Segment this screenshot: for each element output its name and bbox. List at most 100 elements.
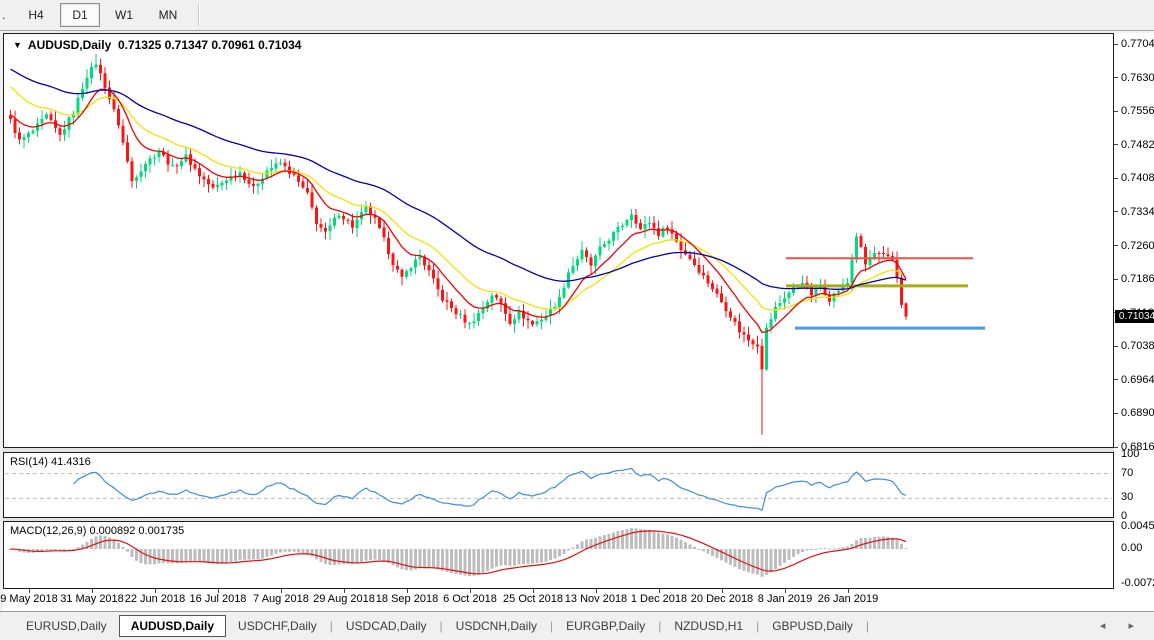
rsi-axis-label: 0	[1121, 510, 1128, 522]
timeframe-button-mn[interactable]: MN	[158, 8, 178, 22]
date-axis-tick	[407, 589, 408, 593]
date-axis-label: 22 Jun 2018	[124, 593, 186, 605]
timeframe-buttons: H4 D1 W1 MN	[14, 3, 190, 27]
date-axis-tick	[281, 589, 282, 593]
tab-divider: |	[329, 619, 333, 633]
date-axis-label: 1 Dec 2018	[630, 593, 688, 605]
candlestick-chart[interactable]	[4, 34, 1113, 447]
date-axis-tick	[92, 589, 93, 593]
date-axis-label: 20 Dec 2018	[690, 593, 754, 605]
tab-scroll-arrows[interactable]: ◂ ▸	[1099, 620, 1144, 632]
date-axis-tick	[155, 589, 156, 593]
chart-tab-audusd[interactable]: AUDUSD,Daily	[118, 615, 227, 637]
date-axis-label: 25 Oct 2018	[503, 593, 563, 605]
price-axis-label: 0.68160	[1121, 441, 1154, 453]
date-axis-label: 6 Oct 2018	[443, 593, 497, 605]
panel-splitter[interactable]	[3, 518, 1114, 521]
price-axis-tick	[1114, 44, 1118, 45]
price-axis-tick	[1114, 178, 1118, 179]
chart-tab-gbpusd[interactable]: GBPUSD,Daily	[772, 619, 853, 633]
divider	[0, 611, 1154, 612]
chart-tab-eurgbp[interactable]: EURGBP,Daily	[566, 619, 646, 633]
tab-divider: |	[658, 619, 662, 633]
date-axis-tick	[218, 589, 219, 593]
macd-label: MACD(12,26,9) 0.000892 0.001735	[10, 525, 185, 537]
current-price-tag: 0.71034	[1115, 310, 1154, 323]
date-axis-tick	[533, 589, 534, 593]
date-axis-label: 29 Aug 2018	[313, 593, 375, 605]
price-axis-tick	[1114, 111, 1118, 112]
chart-tab-usdcnh[interactable]: USDCNH,Daily	[455, 619, 538, 633]
date-axis-label: 26 Jan 2019	[817, 593, 879, 605]
macd-indicator-panel[interactable]: MACD(12,26,9) 0.000892 0.001735	[3, 521, 1114, 589]
date-axis-tick	[785, 589, 786, 593]
chart-symbol-label: AUDUSD,Daily	[27, 38, 112, 52]
date-axis-tick	[470, 589, 471, 593]
chart-title: ▼ AUDUSD,Daily 0.71325 0.71347 0.70961 0.…	[13, 38, 301, 52]
one-click-dropdown-icon[interactable]: ▼	[13, 40, 22, 50]
price-axis-tick	[1114, 346, 1118, 347]
tab-divider: |	[865, 619, 870, 633]
tab-divider: |	[756, 619, 760, 633]
chart-ohlc-values: 0.71325 0.71347 0.70961 0.71034	[117, 38, 302, 52]
price-axis-tick	[1114, 77, 1118, 78]
tab-divider: |	[550, 619, 554, 633]
rsi-indicator-panel[interactable]: RSI(14) 41.4316	[3, 452, 1114, 518]
date-axis-tick	[29, 589, 30, 593]
macd-chart[interactable]	[4, 522, 1113, 588]
rsi-label: RSI(14) 41.4316	[10, 456, 91, 468]
date-axis-label: 31 May 2018	[60, 593, 124, 605]
timeframe-button-h4[interactable]: H4	[28, 8, 44, 22]
date-axis-tick	[722, 589, 723, 593]
chart-tab-nzdusd[interactable]: NZDUSD,H1	[674, 619, 744, 633]
macd-axis-label: 0.004583	[1121, 520, 1154, 532]
panel-splitter[interactable]	[3, 448, 1114, 452]
price-axis-tick	[1114, 211, 1118, 212]
date-axis-tick	[344, 589, 345, 593]
date-axis-label: 18 Sep 2018	[375, 593, 439, 605]
rsi-axis-label: 70	[1121, 467, 1134, 479]
date-axis-tick	[659, 589, 660, 593]
date-axis-label: 13 Nov 2018	[564, 593, 628, 605]
clipped-toolbar-button[interactable]: .	[2, 8, 6, 22]
date-axis-tick	[596, 589, 597, 593]
rsi-axis-label: 30	[1121, 491, 1134, 503]
timeframe-button-d1[interactable]: D1	[60, 3, 100, 27]
price-axis-tick	[1114, 447, 1118, 448]
price-axis-tick	[1114, 413, 1118, 414]
price-axis-tick	[1114, 144, 1118, 145]
price-axis-tick	[1114, 279, 1118, 280]
macd-axis-label: -0.00729	[1121, 577, 1154, 589]
date-axis-label: 8 Jan 2019	[757, 593, 813, 605]
chart-tab-usdcad[interactable]: USDCAD,Daily	[345, 619, 427, 633]
price-chart-panel[interactable]: ▼ AUDUSD,Daily 0.71325 0.71347 0.70961 0.…	[3, 33, 1114, 448]
date-axis-label: 9 May 2018	[0, 593, 58, 605]
toolbar-separator	[198, 4, 200, 26]
date-axis-label: 16 Jul 2018	[189, 593, 247, 605]
timeframe-button-w1[interactable]: W1	[115, 8, 133, 22]
chart-tab-usdchf[interactable]: USDCHF,Daily	[238, 619, 317, 633]
tab-divider: |	[439, 619, 443, 633]
chart-tab-bar: EURUSD,Daily AUDUSD,Daily USDCHF,Daily | USD…	[0, 612, 1154, 640]
chart-tab-eurusd[interactable]: EURUSD,Daily	[26, 619, 107, 633]
date-axis-tick	[848, 589, 849, 593]
date-axis-label: 7 Aug 2018	[253, 593, 309, 605]
rsi-axis-label: 100	[1121, 448, 1140, 460]
macd-axis-label: 0.00	[1121, 542, 1143, 554]
timeframe-toolbar: . H4 D1 W1 MN	[0, 0, 1154, 31]
date-axis[interactable]: 9 May 2018 31 May 2018 22 Jun 2018 16 Jul 2…	[0, 589, 1114, 611]
price-axis-tick	[1114, 379, 1118, 380]
rsi-chart[interactable]	[4, 453, 1113, 517]
